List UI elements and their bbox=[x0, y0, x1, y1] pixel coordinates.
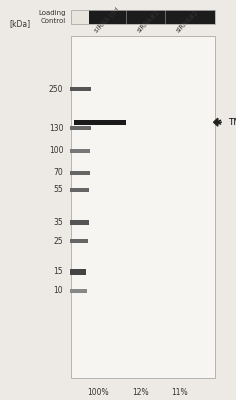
Text: 10: 10 bbox=[54, 286, 63, 295]
Text: 130: 130 bbox=[49, 124, 63, 133]
Bar bbox=[70, 220, 88, 225]
Text: siRNA#2: siRNA#2 bbox=[175, 9, 200, 34]
Bar bbox=[71, 10, 215, 24]
Bar bbox=[70, 87, 91, 92]
Bar bbox=[70, 171, 90, 175]
Bar bbox=[71, 10, 88, 24]
Text: 35: 35 bbox=[54, 218, 63, 227]
Bar bbox=[70, 188, 89, 192]
Polygon shape bbox=[214, 118, 218, 126]
Text: 100: 100 bbox=[49, 146, 63, 155]
Bar bbox=[70, 148, 90, 152]
Bar bbox=[70, 239, 88, 243]
Bar bbox=[74, 120, 126, 125]
Text: Loading
Control: Loading Control bbox=[38, 10, 66, 24]
Bar bbox=[70, 289, 87, 292]
Bar bbox=[71, 36, 215, 378]
Text: 15: 15 bbox=[54, 268, 63, 276]
Text: siRNA ctrl: siRNA ctrl bbox=[94, 7, 121, 34]
Text: TMF1: TMF1 bbox=[228, 118, 236, 127]
Text: 25: 25 bbox=[54, 237, 63, 246]
Text: 55: 55 bbox=[54, 186, 63, 194]
Text: 250: 250 bbox=[49, 84, 63, 94]
Text: 11%: 11% bbox=[171, 388, 188, 397]
Bar bbox=[88, 10, 215, 24]
Text: 70: 70 bbox=[54, 168, 63, 177]
Bar bbox=[70, 269, 86, 274]
Text: [kDa]: [kDa] bbox=[9, 19, 31, 28]
Text: 100%: 100% bbox=[87, 388, 109, 397]
Text: 12%: 12% bbox=[132, 388, 149, 397]
Bar bbox=[70, 126, 91, 130]
Text: siRNA#1: siRNA#1 bbox=[136, 9, 161, 34]
